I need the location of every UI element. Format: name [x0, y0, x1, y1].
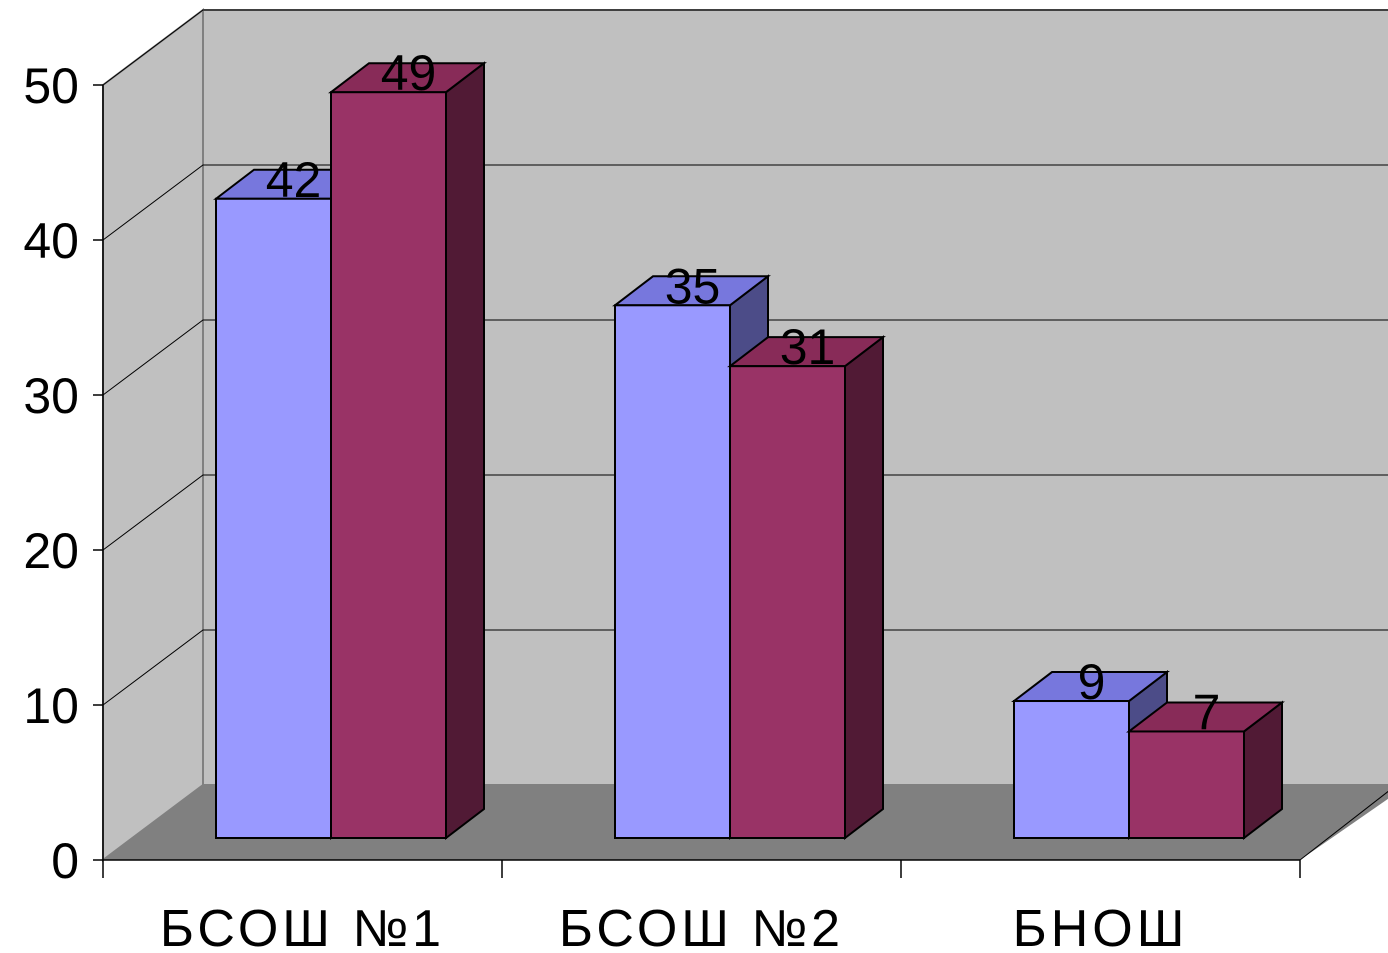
- floor-edge: [1299, 790, 1388, 861]
- gridline: [102, 319, 1388, 396]
- gridlines: [102, 9, 1388, 706]
- x-tick-label: БСОШ №2: [559, 900, 844, 953]
- bar-front: [729, 365, 846, 839]
- data-label: 42: [266, 152, 322, 208]
- y-tick-label: 30: [23, 368, 79, 424]
- data-label: 49: [381, 45, 437, 101]
- data-label: 35: [665, 258, 721, 314]
- gridline: [102, 9, 1388, 86]
- y-tick-label: 0: [51, 833, 79, 889]
- bar-side: [844, 335, 884, 841]
- bar-front: [215, 197, 332, 839]
- bar-side: [445, 61, 485, 841]
- gridline: [102, 474, 1388, 551]
- bar-front: [330, 91, 447, 840]
- bar-front: [614, 304, 731, 839]
- bar-front: [1013, 700, 1130, 840]
- axes: [93, 84, 1301, 878]
- x-tick-label: БНОШ: [1013, 900, 1189, 953]
- bar-front: [1128, 730, 1245, 840]
- gridline: [102, 164, 1388, 241]
- data-label: 9: [1078, 654, 1106, 710]
- labels: 0 10 20 30 40 50 БСОШ №1 БСОШ №2 БНОШ 42 49 35 31 9 7: [23, 45, 1220, 953]
- x-tick-label: БСОШ №1: [160, 900, 445, 953]
- bar: [328, 61, 487, 841]
- y-tick-label: 10: [23, 678, 79, 734]
- bar: [727, 335, 886, 841]
- data-label: 31: [780, 319, 836, 375]
- side-wall: [102, 8, 204, 862]
- gridline: [102, 629, 1388, 706]
- data-label: 7: [1193, 684, 1221, 740]
- y-tick-label: 40: [23, 213, 79, 269]
- bar: [1126, 700, 1285, 841]
- bars: [213, 61, 1285, 841]
- y-tick-label: 50: [23, 58, 79, 114]
- y-tick-label: 20: [23, 523, 79, 579]
